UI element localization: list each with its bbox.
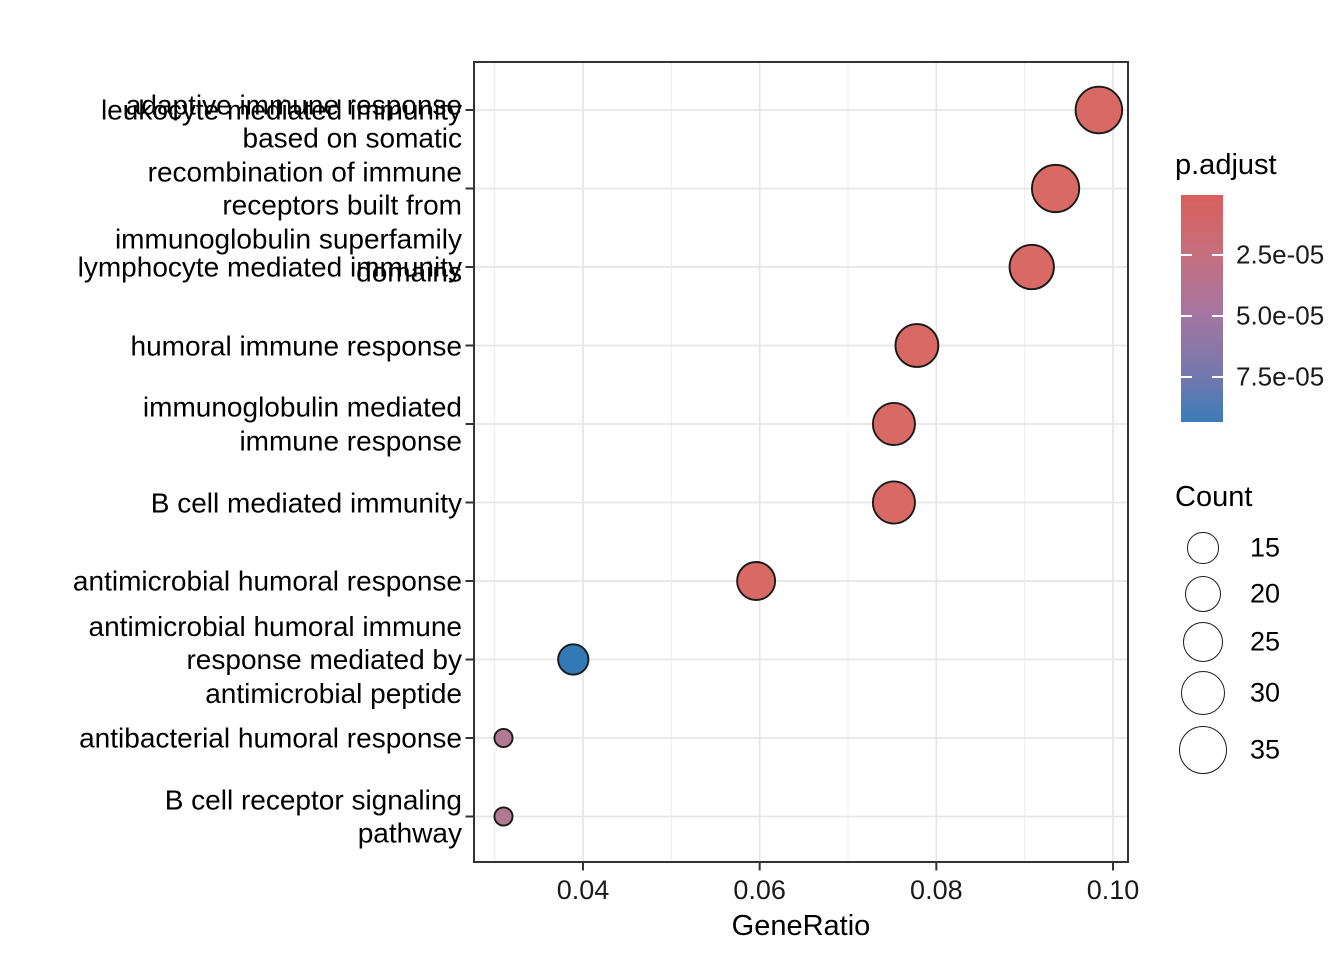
colorbar-tick-mark <box>1181 376 1192 379</box>
colorbar-tick-mark <box>1212 376 1223 379</box>
size-legend-circle <box>1182 621 1224 663</box>
data-point <box>894 323 940 368</box>
size-legend-circle <box>1184 575 1222 613</box>
x-axis-title: GeneRatio <box>731 910 871 942</box>
panel-border <box>473 61 1129 863</box>
x-axis-tick-label: 0.06 <box>733 875 786 905</box>
data-point <box>493 727 514 749</box>
colorbar-tick-mark <box>1212 314 1223 317</box>
data-point <box>871 402 916 446</box>
colorbar-tick-mark <box>1212 253 1223 256</box>
size-legend-title: Count <box>1175 481 1253 513</box>
colorbar-tick-mark <box>1181 253 1192 256</box>
y-axis-label: leukocyte mediated immunity <box>100 94 462 126</box>
colorbar-legend-title: p.adjust <box>1175 149 1277 181</box>
y-axis-label: lymphocyte mediated immunity <box>77 251 462 283</box>
data-point <box>493 806 514 827</box>
y-axis-label: B cell mediated immunity <box>150 486 462 518</box>
colorbar-tick-label: 5.0e-05 <box>1236 300 1325 331</box>
colorbar-tick-label: 2.5e-05 <box>1236 239 1325 270</box>
size-legend-circle <box>1180 670 1226 716</box>
size-legend-label: 20 <box>1250 578 1281 609</box>
data-point <box>736 561 777 601</box>
colorbar-tick-mark <box>1181 314 1192 317</box>
data-point <box>1074 85 1124 135</box>
y-axis-label: immunoglobulin mediated immune response <box>142 391 462 457</box>
panel-background <box>474 62 1128 862</box>
size-legend-label: 35 <box>1250 734 1281 765</box>
y-axis-label: adaptive immune response based on somati… <box>114 89 462 288</box>
size-legend-label: 30 <box>1250 677 1281 708</box>
y-axis-label: antimicrobial humoral immune response me… <box>88 610 462 709</box>
x-axis-tick-label: 0.08 <box>910 875 963 905</box>
y-axis-label: antimicrobial humoral response <box>72 565 462 597</box>
data-point <box>871 480 916 525</box>
data-point <box>1031 163 1081 214</box>
y-axis-label: humoral immune response <box>130 329 463 361</box>
x-axis-tick-label: 0.10 <box>1086 875 1140 905</box>
x-axis-tick-label: 0.04 <box>556 875 610 905</box>
y-axis-label: B cell receptor signaling pathway <box>164 784 462 849</box>
size-legend-circle <box>1187 532 1219 564</box>
size-legend-circle <box>1179 726 1227 774</box>
colorbar-tick-label: 7.5e-05 <box>1236 361 1325 392</box>
size-legend-label: 25 <box>1250 626 1281 657</box>
data-point <box>557 643 590 676</box>
size-legend-label: 15 <box>1250 532 1281 563</box>
data-point <box>1008 243 1055 291</box>
colorbar-gradient <box>1181 195 1223 422</box>
y-axis-label: antibacterial humoral response <box>79 722 462 754</box>
